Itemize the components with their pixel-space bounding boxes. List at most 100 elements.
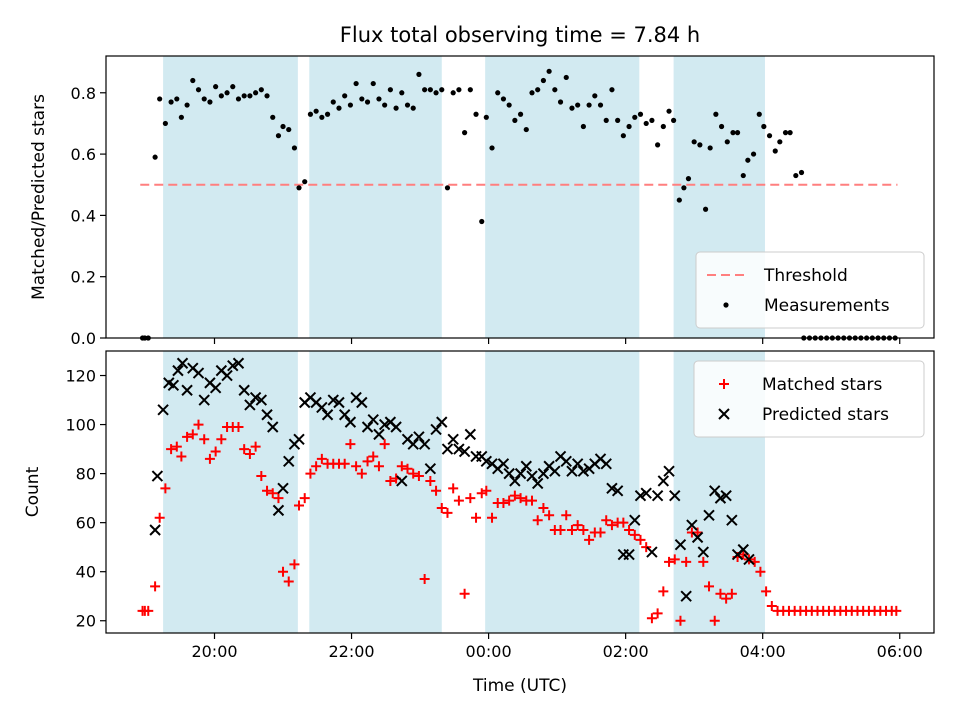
data-point bbox=[278, 566, 289, 577]
data-point bbox=[520, 460, 532, 472]
data-point bbox=[624, 525, 635, 536]
data-point bbox=[681, 556, 692, 567]
data-point bbox=[176, 357, 189, 369]
data-point bbox=[750, 151, 757, 157]
data-point bbox=[330, 99, 336, 105]
data-point bbox=[538, 502, 549, 513]
data-point bbox=[373, 461, 384, 472]
data-point bbox=[676, 197, 682, 203]
data-point bbox=[580, 123, 586, 130]
data-point bbox=[370, 80, 376, 87]
data-point bbox=[293, 433, 305, 445]
data-point bbox=[425, 475, 436, 486]
data-point bbox=[239, 444, 250, 455]
data-point bbox=[569, 105, 575, 111]
data-point bbox=[738, 549, 749, 560]
data-point bbox=[150, 581, 161, 592]
data-point bbox=[618, 517, 629, 528]
observing-window-1 bbox=[163, 56, 298, 338]
x-tick-label: 02:00 bbox=[603, 642, 649, 661]
data-point bbox=[413, 431, 425, 443]
data-point bbox=[324, 111, 331, 117]
data-point bbox=[713, 111, 719, 117]
data-point bbox=[255, 394, 268, 406]
data-point bbox=[535, 87, 541, 93]
data-point bbox=[592, 93, 598, 99]
data-point bbox=[149, 524, 161, 536]
data-point bbox=[685, 176, 692, 182]
data-point bbox=[294, 500, 305, 511]
data-point bbox=[157, 404, 169, 416]
data-point bbox=[272, 504, 285, 517]
data-point bbox=[218, 93, 224, 99]
data-point bbox=[635, 534, 646, 545]
data-point bbox=[704, 581, 715, 592]
data-point bbox=[531, 477, 544, 490]
data-point bbox=[730, 130, 736, 136]
data-point bbox=[666, 108, 672, 114]
data-point bbox=[390, 421, 402, 433]
data-point bbox=[698, 556, 709, 567]
data-point bbox=[289, 559, 300, 570]
data-point bbox=[766, 601, 777, 612]
data-point bbox=[577, 465, 590, 477]
data-point bbox=[512, 117, 518, 123]
data-point bbox=[416, 71, 422, 77]
data-point bbox=[339, 458, 350, 469]
data-point bbox=[632, 114, 638, 120]
data-point bbox=[424, 462, 437, 475]
data-point bbox=[509, 475, 521, 487]
data-point bbox=[726, 514, 738, 526]
data-point bbox=[646, 546, 658, 558]
data-point bbox=[172, 364, 184, 377]
data-point bbox=[646, 613, 657, 624]
data-point bbox=[459, 588, 470, 599]
data-point bbox=[316, 401, 328, 414]
y-tick-label: 0.4 bbox=[71, 206, 96, 225]
data-point bbox=[362, 456, 373, 467]
data-point bbox=[436, 416, 448, 428]
data-point bbox=[230, 84, 236, 90]
data-point bbox=[333, 396, 345, 409]
data-point bbox=[506, 102, 512, 108]
data-point bbox=[660, 123, 666, 130]
data-point bbox=[756, 111, 762, 117]
data-point bbox=[546, 68, 552, 74]
data-point bbox=[453, 495, 464, 506]
data-point bbox=[715, 588, 726, 599]
data-point bbox=[544, 510, 555, 521]
data-point bbox=[500, 96, 507, 102]
y-tick-label: 0.0 bbox=[71, 329, 96, 348]
data-point bbox=[745, 157, 751, 163]
data-point bbox=[181, 384, 193, 396]
data-point bbox=[777, 139, 783, 145]
data-point bbox=[453, 443, 465, 455]
data-point bbox=[600, 458, 612, 470]
y-tick-label: 20 bbox=[76, 612, 96, 631]
legend: Threshold Measurements bbox=[695, 251, 925, 329]
data-point bbox=[344, 416, 357, 428]
data-point bbox=[275, 133, 282, 139]
data-point bbox=[216, 434, 227, 445]
data-point bbox=[407, 438, 419, 450]
data-point bbox=[419, 574, 430, 585]
data-point bbox=[356, 468, 367, 479]
data-point bbox=[408, 468, 419, 479]
data-point bbox=[364, 99, 371, 105]
data-point bbox=[523, 126, 529, 133]
bottom-y-axis-label: Count bbox=[23, 466, 43, 517]
x-tick-label: 22:00 bbox=[328, 642, 374, 661]
data-point bbox=[430, 423, 442, 436]
data-point bbox=[280, 123, 286, 130]
data-point bbox=[307, 111, 314, 117]
data-point bbox=[157, 96, 163, 102]
data-point bbox=[316, 453, 327, 464]
data-point bbox=[793, 172, 799, 179]
observing-window-1 bbox=[163, 351, 298, 633]
data-point bbox=[347, 102, 354, 108]
data-point bbox=[726, 588, 737, 599]
data-point bbox=[273, 493, 284, 504]
data-point bbox=[557, 99, 564, 105]
chart-title: Flux total observing time = 7.84 h bbox=[340, 23, 700, 47]
